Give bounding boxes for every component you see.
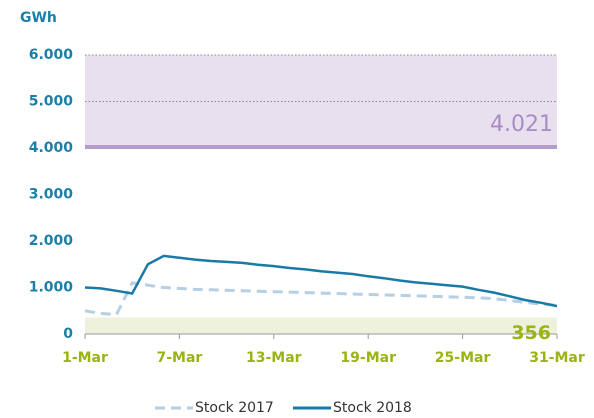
x-tick-label: 1-Mar (62, 350, 108, 366)
y-tick-label: 2.000 (29, 233, 74, 249)
x-tick-label: 7-Mar (156, 350, 202, 366)
lower-band (85, 317, 557, 334)
lower-band-label: 356 (511, 322, 551, 344)
y-tick-label: 4.000 (29, 140, 74, 156)
x-tick-label: 25-Mar (435, 350, 491, 366)
x-tick-label: 19-Mar (340, 350, 396, 366)
upper-band-label: 4.021 (490, 112, 553, 137)
legend-label: Stock 2017 (195, 400, 274, 416)
y-tick-label: 1.000 (29, 280, 74, 296)
y-tick-label: 0 (63, 326, 73, 342)
x-tick-label: 13-Mar (246, 350, 302, 366)
y-axis-label: GWh (20, 10, 57, 26)
series-line (84, 254, 558, 308)
legend-label: Stock 2018 (333, 400, 412, 416)
y-tick-label: 3.000 (29, 187, 74, 203)
x-tick-label: 31-Mar (529, 350, 585, 366)
y-tick-label: 5.000 (29, 94, 74, 110)
series-line (84, 281, 558, 317)
y-tick-label: 6.000 (29, 47, 74, 63)
